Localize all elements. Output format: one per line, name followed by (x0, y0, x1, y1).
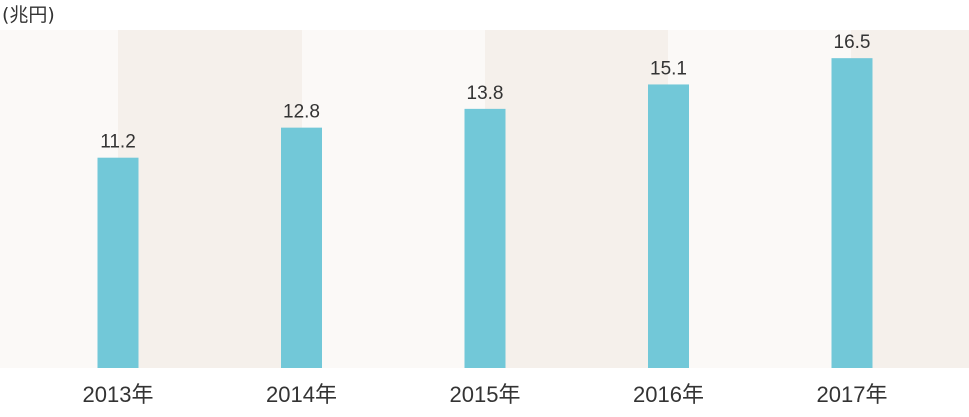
background-band (668, 30, 851, 368)
background-bands (0, 30, 969, 368)
bar (464, 108, 506, 368)
value-labels-group: 11.2 12.8 13.8 15.1 16.5 (100, 32, 870, 153)
bar-value-label: 12.8 (283, 102, 320, 123)
x-tick-label: 2016年 (633, 382, 704, 407)
x-tick-label: 2014年 (266, 382, 337, 407)
x-tick-label: 2013年 (83, 382, 154, 407)
bar (281, 127, 322, 369)
bar (97, 157, 139, 368)
bar-value-label: 15.1 (650, 58, 687, 79)
background-band (302, 30, 485, 368)
x-tick-label: 2017年 (817, 382, 888, 407)
bar-value-label: 16.5 (834, 32, 871, 53)
bar-value-label: 13.8 (467, 83, 504, 104)
background-band (118, 30, 302, 368)
x-tick-label: 2015年 (450, 382, 521, 407)
category-labels-group: 2013年 2014年 2015年 2016年 2017年 (83, 382, 888, 407)
bar-value-label: 11.2 (100, 132, 136, 153)
bar (648, 84, 689, 368)
unit-label: (兆円) (2, 4, 55, 26)
bar (831, 58, 873, 369)
bars-group (97, 58, 873, 369)
background-band (485, 30, 668, 368)
